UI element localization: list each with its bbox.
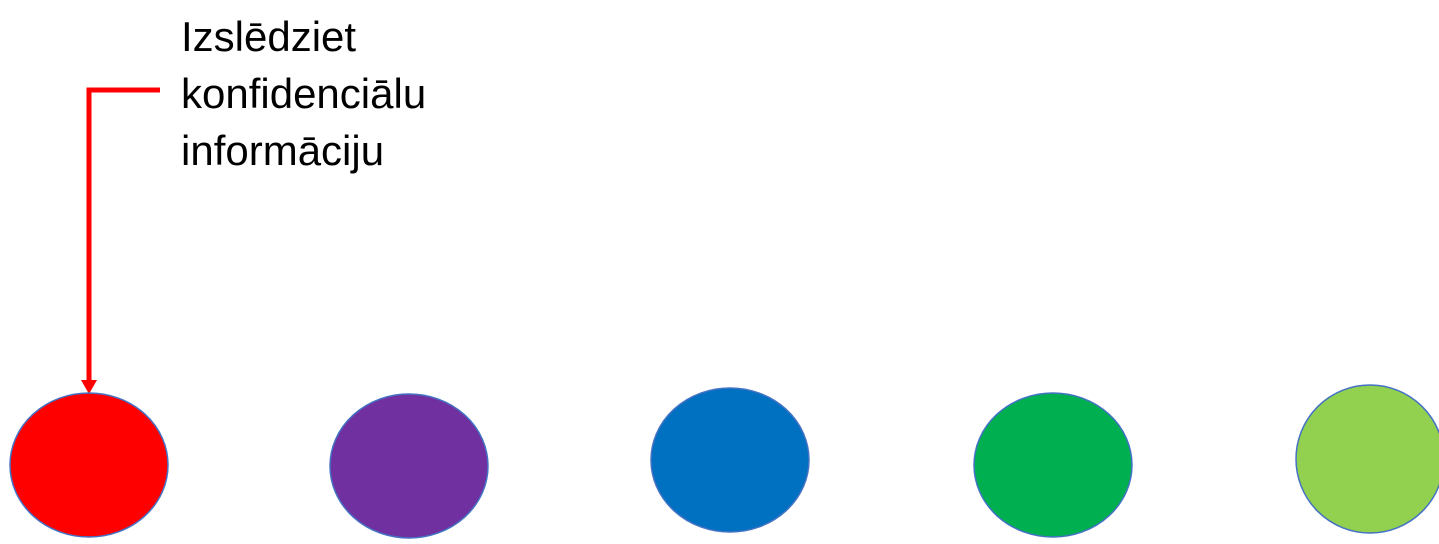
green-circle [973,392,1133,538]
callout-label-line-1: Izslēdziet [181,13,357,60]
light-green-circle [1295,384,1439,534]
red-circle [9,392,169,538]
callout-label-line-3: informāciju [181,127,385,174]
callout-label-line-2: konfidenciālu [181,70,427,117]
purple-circle [329,393,489,539]
callout-arrowhead [81,380,97,394]
blue-circle [650,387,810,533]
callout-label: Izslēdziet konfidenciālu informāciju [181,8,521,179]
callout-line [86,87,160,382]
circle-row [9,384,1439,539]
callout-connector [81,87,160,394]
